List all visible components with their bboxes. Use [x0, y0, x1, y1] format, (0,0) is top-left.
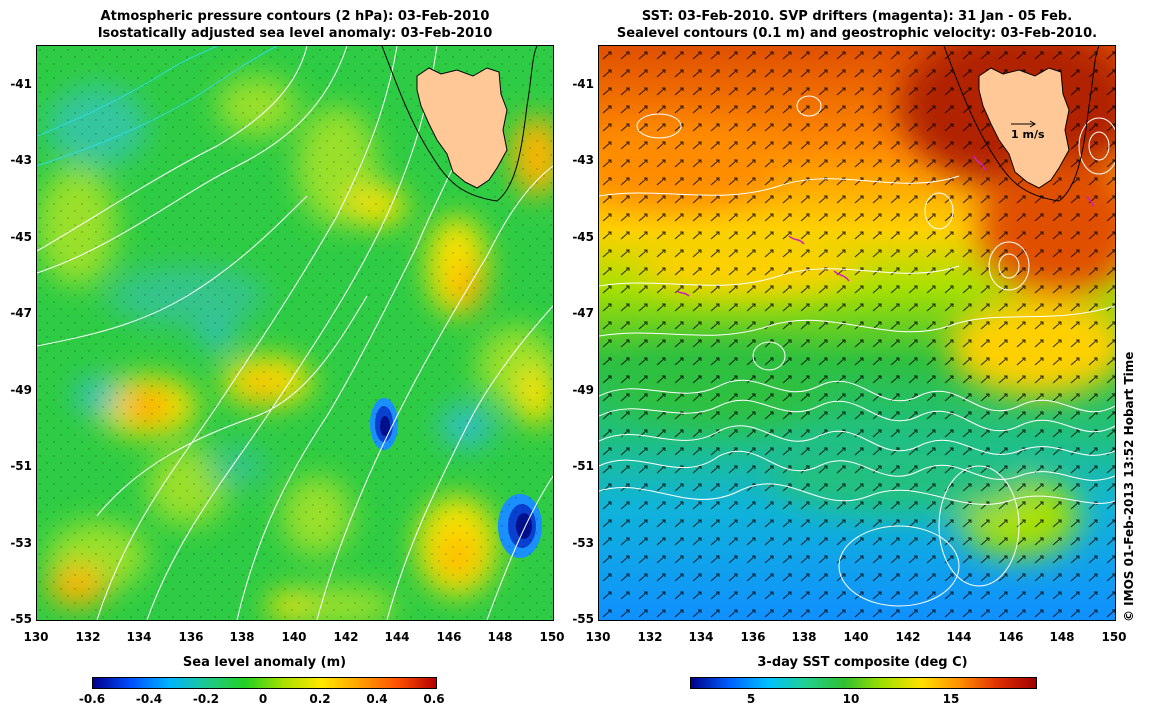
right-y-tick: -55: [572, 612, 594, 626]
right-y-tick: -43: [572, 153, 594, 167]
right-cb-tick: 10: [842, 692, 860, 706]
left-title-line1: Atmospheric pressure contours (2 hPa): 0…: [100, 9, 490, 24]
left-cb-tick: -0.4: [135, 692, 163, 706]
sea-level-anomaly-field: [37, 46, 553, 620]
sea-level-anomaly-map: [36, 45, 554, 621]
right-x-tick: 138: [791, 630, 817, 644]
right-y-tick: -47: [572, 306, 594, 320]
svp-drifter-tracks: [676, 155, 1094, 297]
velocity-key-label: 1 m/s: [1011, 128, 1045, 141]
left-x-tick: 142: [333, 630, 359, 644]
left-y-tick: -43: [10, 153, 32, 167]
left-y-tick: -47: [10, 306, 32, 320]
left-title-line2: Isostatically adjusted sea level anomaly…: [97, 26, 493, 41]
left-y-tick: -49: [10, 383, 32, 397]
left-x-tick: 136: [178, 630, 204, 644]
right-y-tick: -49: [572, 383, 594, 397]
right-cb-tick: 5: [746, 692, 756, 706]
right-x-tick: 132: [637, 630, 663, 644]
left-cb-tick: 0.4: [366, 692, 388, 706]
left-colorbar-label: Sea level anomaly (m): [182, 655, 347, 670]
sea-level-colorbar: [92, 677, 437, 689]
left-cb-tick: 0: [258, 692, 268, 706]
left-y-tick: -55: [10, 612, 32, 626]
right-x-tick: 142: [895, 630, 921, 644]
left-x-tick: 132: [75, 630, 101, 644]
right-x-tick: 140: [843, 630, 869, 644]
left-y-tick: -45: [10, 230, 32, 244]
left-title: Atmospheric pressure contours (2 hPa): 0…: [36, 8, 554, 42]
left-x-tick: 150: [539, 630, 565, 644]
imos-credit: © IMOS 01-Feb-2013 13:52 Hobart Time: [1122, 351, 1136, 622]
left-cb-tick: -0.2: [192, 692, 220, 706]
right-x-tick: 150: [1101, 630, 1127, 644]
right-y-tick: -45: [572, 230, 594, 244]
left-x-tick: 146: [436, 630, 462, 644]
left-x-tick: 134: [126, 630, 152, 644]
left-x-tick: 140: [281, 630, 307, 644]
tasmania-land: [416, 67, 508, 189]
left-y-tick: -51: [10, 459, 32, 473]
right-y-tick: -51: [572, 459, 594, 473]
right-x-tick: 136: [740, 630, 766, 644]
left-cb-tick: 0.6: [423, 692, 445, 706]
tasmania-land-right: [978, 67, 1070, 189]
left-y-tick: -41: [10, 77, 32, 91]
right-x-tick: 146: [998, 630, 1024, 644]
left-cb-tick: -0.6: [78, 692, 106, 706]
left-x-tick: 138: [229, 630, 255, 644]
sst-colorbar: [690, 677, 1037, 689]
sst-map: 1 m/s: [598, 45, 1116, 621]
sst-field: 1 m/s: [599, 46, 1115, 620]
left-x-tick: 130: [23, 630, 49, 644]
right-x-tick: 130: [585, 630, 611, 644]
left-x-tick: 148: [487, 630, 513, 644]
left-x-tick: 144: [384, 630, 410, 644]
left-cb-tick: 0.2: [309, 692, 331, 706]
right-title-line2: Sealevel contours (0.1 m) and geostrophi…: [616, 26, 1098, 41]
right-title: SST: 03-Feb-2010. SVP drifters (magenta)…: [598, 8, 1116, 42]
right-x-tick: 144: [946, 630, 972, 644]
left-y-tick: -53: [10, 536, 32, 550]
right-y-tick: -53: [572, 536, 594, 550]
right-cb-tick: 15: [942, 692, 960, 706]
right-colorbar-label: 3-day SST composite (deg C): [757, 655, 968, 670]
right-x-tick: 148: [1049, 630, 1075, 644]
right-x-tick: 134: [688, 630, 714, 644]
right-y-tick: -41: [572, 77, 594, 91]
right-title-line1: SST: 03-Feb-2010. SVP drifters (magenta)…: [641, 9, 1073, 24]
